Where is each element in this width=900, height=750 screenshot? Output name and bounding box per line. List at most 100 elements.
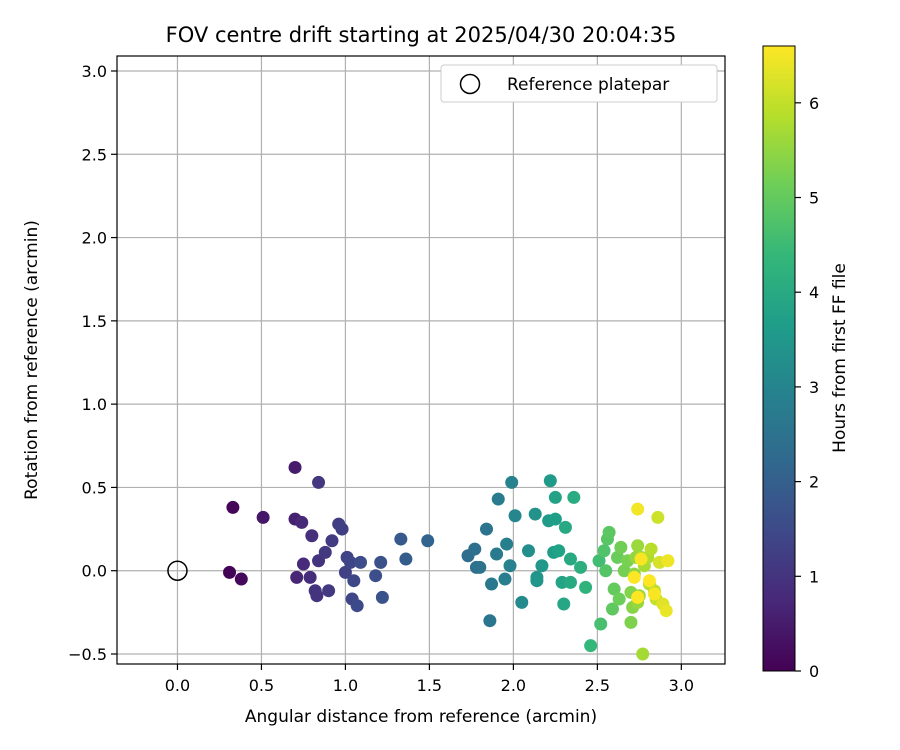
data-point xyxy=(491,492,505,506)
data-point xyxy=(343,555,357,569)
legend-label: Reference platepar xyxy=(507,75,669,95)
colorbar-gradient xyxy=(762,45,796,672)
data-points xyxy=(223,460,675,661)
legend-box xyxy=(440,64,718,103)
data-point xyxy=(490,547,504,561)
x-tick-label: 2.0 xyxy=(501,676,526,695)
data-point xyxy=(607,582,621,596)
data-point xyxy=(312,475,326,489)
x-axis-label: Angular distance from reference (arcmin) xyxy=(245,707,597,727)
data-point xyxy=(505,475,519,489)
data-point xyxy=(369,569,383,583)
grid xyxy=(117,56,725,664)
data-point xyxy=(659,604,673,618)
data-point xyxy=(548,490,562,504)
data-point xyxy=(597,544,611,558)
y-tick-label: 1.5 xyxy=(82,312,107,331)
data-point xyxy=(636,647,650,661)
data-point xyxy=(374,555,388,569)
colorbar-tick-label: 6 xyxy=(809,94,819,113)
data-point xyxy=(651,510,665,524)
y-tick-label: 1.0 xyxy=(82,395,107,414)
data-point xyxy=(631,502,645,516)
data-point xyxy=(468,542,482,556)
data-point xyxy=(310,589,324,603)
data-point xyxy=(318,545,332,559)
data-point xyxy=(642,574,656,588)
data-point xyxy=(634,552,648,566)
data-point xyxy=(563,552,577,566)
data-point xyxy=(521,544,535,558)
x-axis: 0.0 0.5 1.0 1.5 2.0 2.5 3.0 xyxy=(165,664,694,695)
y-tick-label: 0.0 xyxy=(82,562,107,581)
data-point xyxy=(614,540,628,554)
y-tick-label: 3.0 xyxy=(82,62,107,81)
data-point xyxy=(543,474,557,488)
y-tick-label: 2.0 xyxy=(82,229,107,248)
x-tick-label: 3.0 xyxy=(669,676,694,695)
y-tick-label: 2.5 xyxy=(82,145,107,164)
data-point xyxy=(631,590,645,604)
data-point xyxy=(535,559,549,573)
colorbar-tick-label: 3 xyxy=(809,378,819,397)
data-point xyxy=(631,539,645,553)
data-point xyxy=(322,584,336,598)
data-point xyxy=(335,522,349,536)
data-point xyxy=(508,509,522,523)
data-point xyxy=(602,525,616,539)
colorbar: 0 1 2 3 4 5 6 Hours from first FF file xyxy=(762,45,850,681)
data-point xyxy=(421,534,435,548)
chart-title: FOV centre drift starting at 2025/04/30 … xyxy=(166,23,677,47)
data-point xyxy=(303,570,317,584)
data-point xyxy=(498,572,512,586)
data-point xyxy=(223,565,237,579)
data-point xyxy=(574,560,588,574)
data-point xyxy=(483,614,497,628)
data-point xyxy=(296,557,310,571)
data-point xyxy=(605,602,619,616)
colorbar-tick-label: 1 xyxy=(809,567,819,586)
data-point xyxy=(661,554,675,568)
legend: Reference platepar xyxy=(440,64,718,103)
x-tick-label: 2.5 xyxy=(585,676,610,695)
x-tick-label: 1.0 xyxy=(333,676,358,695)
data-point xyxy=(599,564,613,578)
colorbar-tick-label: 0 xyxy=(809,662,819,681)
data-point xyxy=(515,595,529,609)
y-axis-label: Rotation from reference (arcmin) xyxy=(22,220,42,500)
x-tick-label: 0.0 xyxy=(165,676,190,695)
data-point xyxy=(644,542,658,556)
data-point xyxy=(350,599,364,613)
data-point xyxy=(567,490,581,504)
data-point xyxy=(579,580,593,594)
data-point xyxy=(500,537,514,551)
data-point xyxy=(295,515,309,529)
data-point xyxy=(530,574,544,588)
y-tick-label: 0.5 xyxy=(82,478,107,497)
data-point xyxy=(473,560,487,574)
data-point xyxy=(563,575,577,589)
data-point xyxy=(288,460,302,474)
colorbar-ticks: 0 1 2 3 4 5 6 xyxy=(795,94,819,681)
data-point xyxy=(592,554,606,568)
x-tick-label: 1.5 xyxy=(417,676,442,695)
data-point xyxy=(584,639,598,653)
data-point xyxy=(617,564,631,578)
data-point xyxy=(552,544,566,558)
data-point xyxy=(354,555,368,569)
data-point xyxy=(594,617,608,631)
data-point xyxy=(290,570,304,584)
data-point xyxy=(480,522,494,536)
colorbar-label: Hours from first FF file xyxy=(830,263,850,453)
y-axis: −0.5 0.0 0.5 1.0 1.5 2.0 2.5 3.0 xyxy=(68,62,117,664)
colorbar-tick-label: 4 xyxy=(809,283,819,302)
data-point xyxy=(399,552,413,566)
data-point xyxy=(503,559,517,573)
data-point xyxy=(234,572,248,586)
data-point xyxy=(347,574,361,588)
data-point xyxy=(627,570,641,584)
plot-area-frame xyxy=(116,55,726,665)
data-point xyxy=(611,550,625,564)
data-point xyxy=(226,500,240,514)
